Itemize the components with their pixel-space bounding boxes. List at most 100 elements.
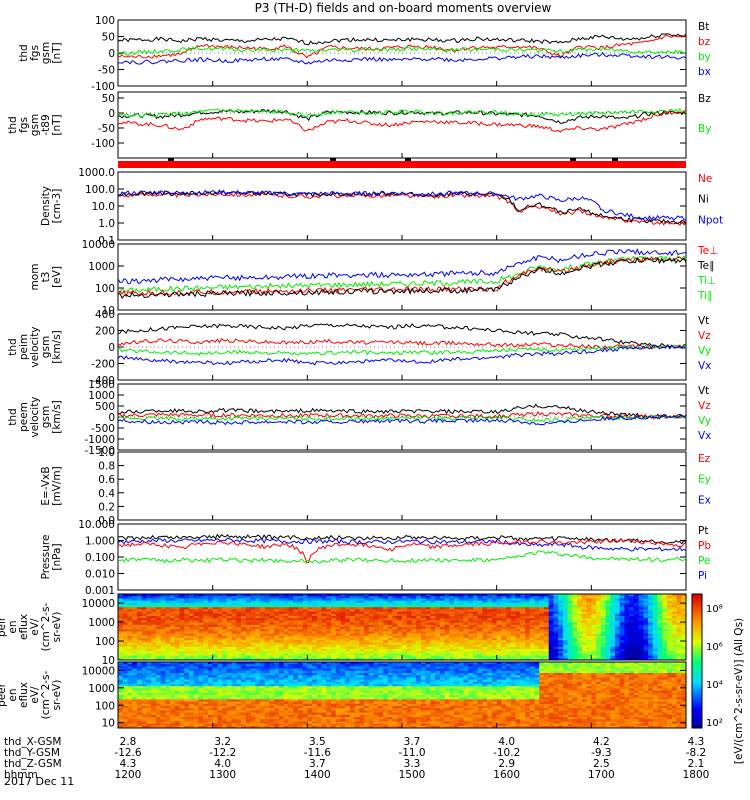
heatmap-cell: [525, 631, 531, 634]
heatmap-cell: [222, 714, 228, 718]
heatmap-cell: [652, 651, 658, 654]
heatmap-cell: [293, 602, 299, 606]
heatmap-cell: [212, 714, 218, 718]
heatmap-cell: [236, 596, 242, 599]
heatmap-cell: [468, 646, 474, 650]
heatmap-cell: [165, 635, 171, 639]
heatmap-cell: [340, 620, 346, 623]
heatmap-cell: [146, 655, 152, 659]
heatmap-cell: [151, 644, 157, 648]
heatmap-cell: [245, 605, 251, 608]
heatmap-cell: [468, 627, 474, 630]
heatmap-cell: [260, 668, 266, 672]
heatmap-cell: [373, 598, 379, 601]
heatmap-cell: [449, 616, 455, 619]
heatmap-cell: [241, 651, 247, 654]
heatmap-cell: [132, 613, 138, 617]
heatmap-cell: [610, 600, 616, 604]
heatmap-cell: [420, 607, 427, 610]
heatmap-cell: [506, 629, 512, 632]
heatmap-cell: [231, 662, 237, 665]
heatmap-cell: [354, 629, 360, 632]
heatmap-cell: [454, 651, 460, 654]
heatmap-cell: [118, 673, 124, 676]
heatmap-cell: [118, 697, 124, 700]
heatmap-cell: [340, 607, 346, 610]
heatmap-cell: [406, 613, 412, 617]
heatmap-cell: [596, 633, 602, 637]
heatmap-cell: [482, 609, 488, 612]
heatmap-cell: [170, 602, 176, 606]
heatmap-cell: [586, 605, 592, 608]
y-tick-label: 10000: [82, 598, 115, 610]
heatmap-cell: [189, 699, 195, 702]
heatmap-cell: [141, 662, 147, 665]
heatmap-cell: [600, 624, 606, 628]
heatmap-cell: [184, 712, 190, 716]
heatmap-cell: [141, 717, 147, 720]
heatmap-cell: [241, 594, 247, 597]
heatmap-cell: [449, 642, 455, 645]
heatmap-cell: [368, 613, 374, 617]
heatmap-cell: [591, 622, 597, 626]
heatmap-cell: [212, 688, 218, 691]
heatmap-cell: [577, 649, 583, 652]
heatmap-cell: [662, 609, 668, 612]
heatmap-cell: [136, 710, 143, 713]
heatmap-cell: [572, 635, 578, 639]
heatmap-cell: [463, 651, 469, 654]
heatmap-cell: [269, 714, 275, 718]
heatmap-cell: [217, 609, 223, 612]
heatmap-cell: [624, 640, 630, 643]
heatmap-cell: [633, 629, 640, 632]
heatmap-cell: [241, 616, 247, 619]
heatmap-cell: [676, 640, 682, 643]
heatmap-cell: [118, 646, 124, 650]
heatmap-cell: [231, 620, 237, 623]
heatmap-cell: [236, 618, 242, 621]
heatmap-cell: [368, 635, 374, 639]
heatmap-cell: [241, 607, 247, 610]
heatmap-cell: [624, 596, 630, 599]
heatmap-cell: [245, 692, 251, 696]
heatmap-cell: [615, 594, 621, 597]
heatmap-cell: [662, 618, 668, 621]
heatmap-cell: [122, 594, 128, 597]
heatmap-cell: [174, 719, 180, 722]
heatmap-cell: [136, 607, 143, 610]
heatmap-cell: [482, 611, 488, 615]
heatmap-cell: [302, 644, 308, 648]
heatmap-cell: [255, 668, 261, 672]
heatmap-cell: [610, 629, 616, 632]
heatmap-cell: [203, 635, 209, 639]
heatmap-cell: [250, 622, 256, 626]
heatmap-cell: [312, 607, 318, 610]
heatmap-cell: [591, 627, 597, 630]
heatmap-cell: [397, 611, 403, 615]
y-axis-label: thdpeimvelocitygsm[km/s]: [7, 326, 63, 367]
heatmap-cell: [420, 653, 427, 656]
heatmap-cell: [165, 655, 171, 659]
heatmap-cell: [264, 701, 270, 705]
heatmap-cell: [368, 607, 374, 610]
heatmap-cell: [269, 613, 275, 617]
heatmap-cell: [245, 675, 251, 678]
heatmap-cell: [203, 670, 209, 674]
heatmap-cell: [278, 624, 285, 628]
heatmap-cell: [245, 673, 251, 676]
heatmap-cell: [335, 635, 341, 639]
heatmap-cell: [581, 638, 587, 641]
heatmap-cell: [662, 607, 668, 610]
heatmap-cell: [416, 642, 422, 645]
heatmap-cell: [293, 594, 299, 597]
heatmap-cell: [667, 644, 673, 648]
y-axis-label-line: thd: [7, 338, 19, 355]
heatmap-cell: [122, 670, 128, 674]
heatmap-cell: [596, 607, 602, 610]
heatmap-cell: [127, 697, 133, 700]
heatmap-cell: [354, 631, 360, 634]
heatmap-cell: [122, 646, 128, 650]
heatmap-cell: [463, 640, 469, 643]
heatmap-cell: [544, 611, 550, 615]
